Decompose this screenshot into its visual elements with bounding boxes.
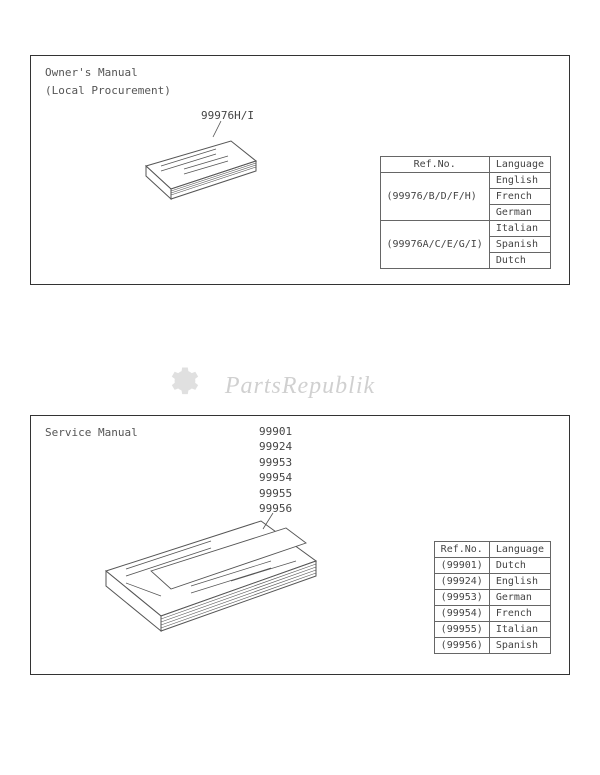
owners-title: Owner's Manual	[45, 66, 138, 79]
callout-item: 99955	[259, 486, 292, 501]
lang-cell: Italian	[489, 622, 550, 638]
owners-ref-table: Ref.No. Language (99976/B/D/F/H) English…	[380, 156, 552, 269]
lang-cell: Spanish	[489, 638, 550, 654]
ref-cell: (99976A/C/E/G/I)	[380, 221, 489, 269]
service-callouts: 99901 99924 99953 99954 99955 99956	[259, 424, 292, 516]
lang-cell: Dutch	[489, 558, 550, 574]
owners-subtitle: (Local Procurement)	[45, 84, 171, 97]
lang-cell: Dutch	[489, 253, 550, 269]
lang-cell: Italian	[489, 221, 550, 237]
th-lang: Language	[489, 157, 550, 173]
th-ref: Ref.No.	[434, 542, 489, 558]
th-ref: Ref.No.	[380, 157, 489, 173]
owners-manual-panel: Owner's Manual (Local Procurement) 99976…	[30, 55, 570, 285]
callout-item: 99924	[259, 439, 292, 454]
service-manual-panel: Service Manual 99901 99924 99953 99954 9…	[30, 415, 570, 675]
lang-cell: English	[489, 173, 550, 189]
service-book-icon	[91, 511, 331, 661]
service-ref-table: Ref.No. Language (99901)Dutch (99924)Eng…	[434, 541, 551, 654]
ref-cell: (99956)	[434, 638, 489, 654]
watermark-gear-icon	[165, 363, 199, 402]
lang-cell: French	[489, 606, 550, 622]
lang-cell: English	[489, 574, 550, 590]
callout-item: 99901	[259, 424, 292, 439]
leader-line	[261, 511, 281, 531]
callout-item: 99954	[259, 470, 292, 485]
lang-cell: German	[489, 205, 550, 221]
lang-cell: French	[489, 189, 550, 205]
ref-cell: (99953)	[434, 590, 489, 606]
lang-cell: German	[489, 590, 550, 606]
lang-cell: Spanish	[489, 237, 550, 253]
ref-cell: (99954)	[434, 606, 489, 622]
th-lang: Language	[489, 542, 550, 558]
owners-book-icon	[136, 131, 266, 211]
ref-cell: (99924)	[434, 574, 489, 590]
service-title: Service Manual	[45, 426, 138, 439]
watermark-text: PartsRepublik	[225, 373, 375, 400]
callout-item: 99953	[259, 455, 292, 470]
leader-line	[211, 119, 231, 139]
ref-cell: (99976/B/D/F/H)	[380, 173, 489, 221]
ref-cell: (99955)	[434, 622, 489, 638]
ref-cell: (99901)	[434, 558, 489, 574]
